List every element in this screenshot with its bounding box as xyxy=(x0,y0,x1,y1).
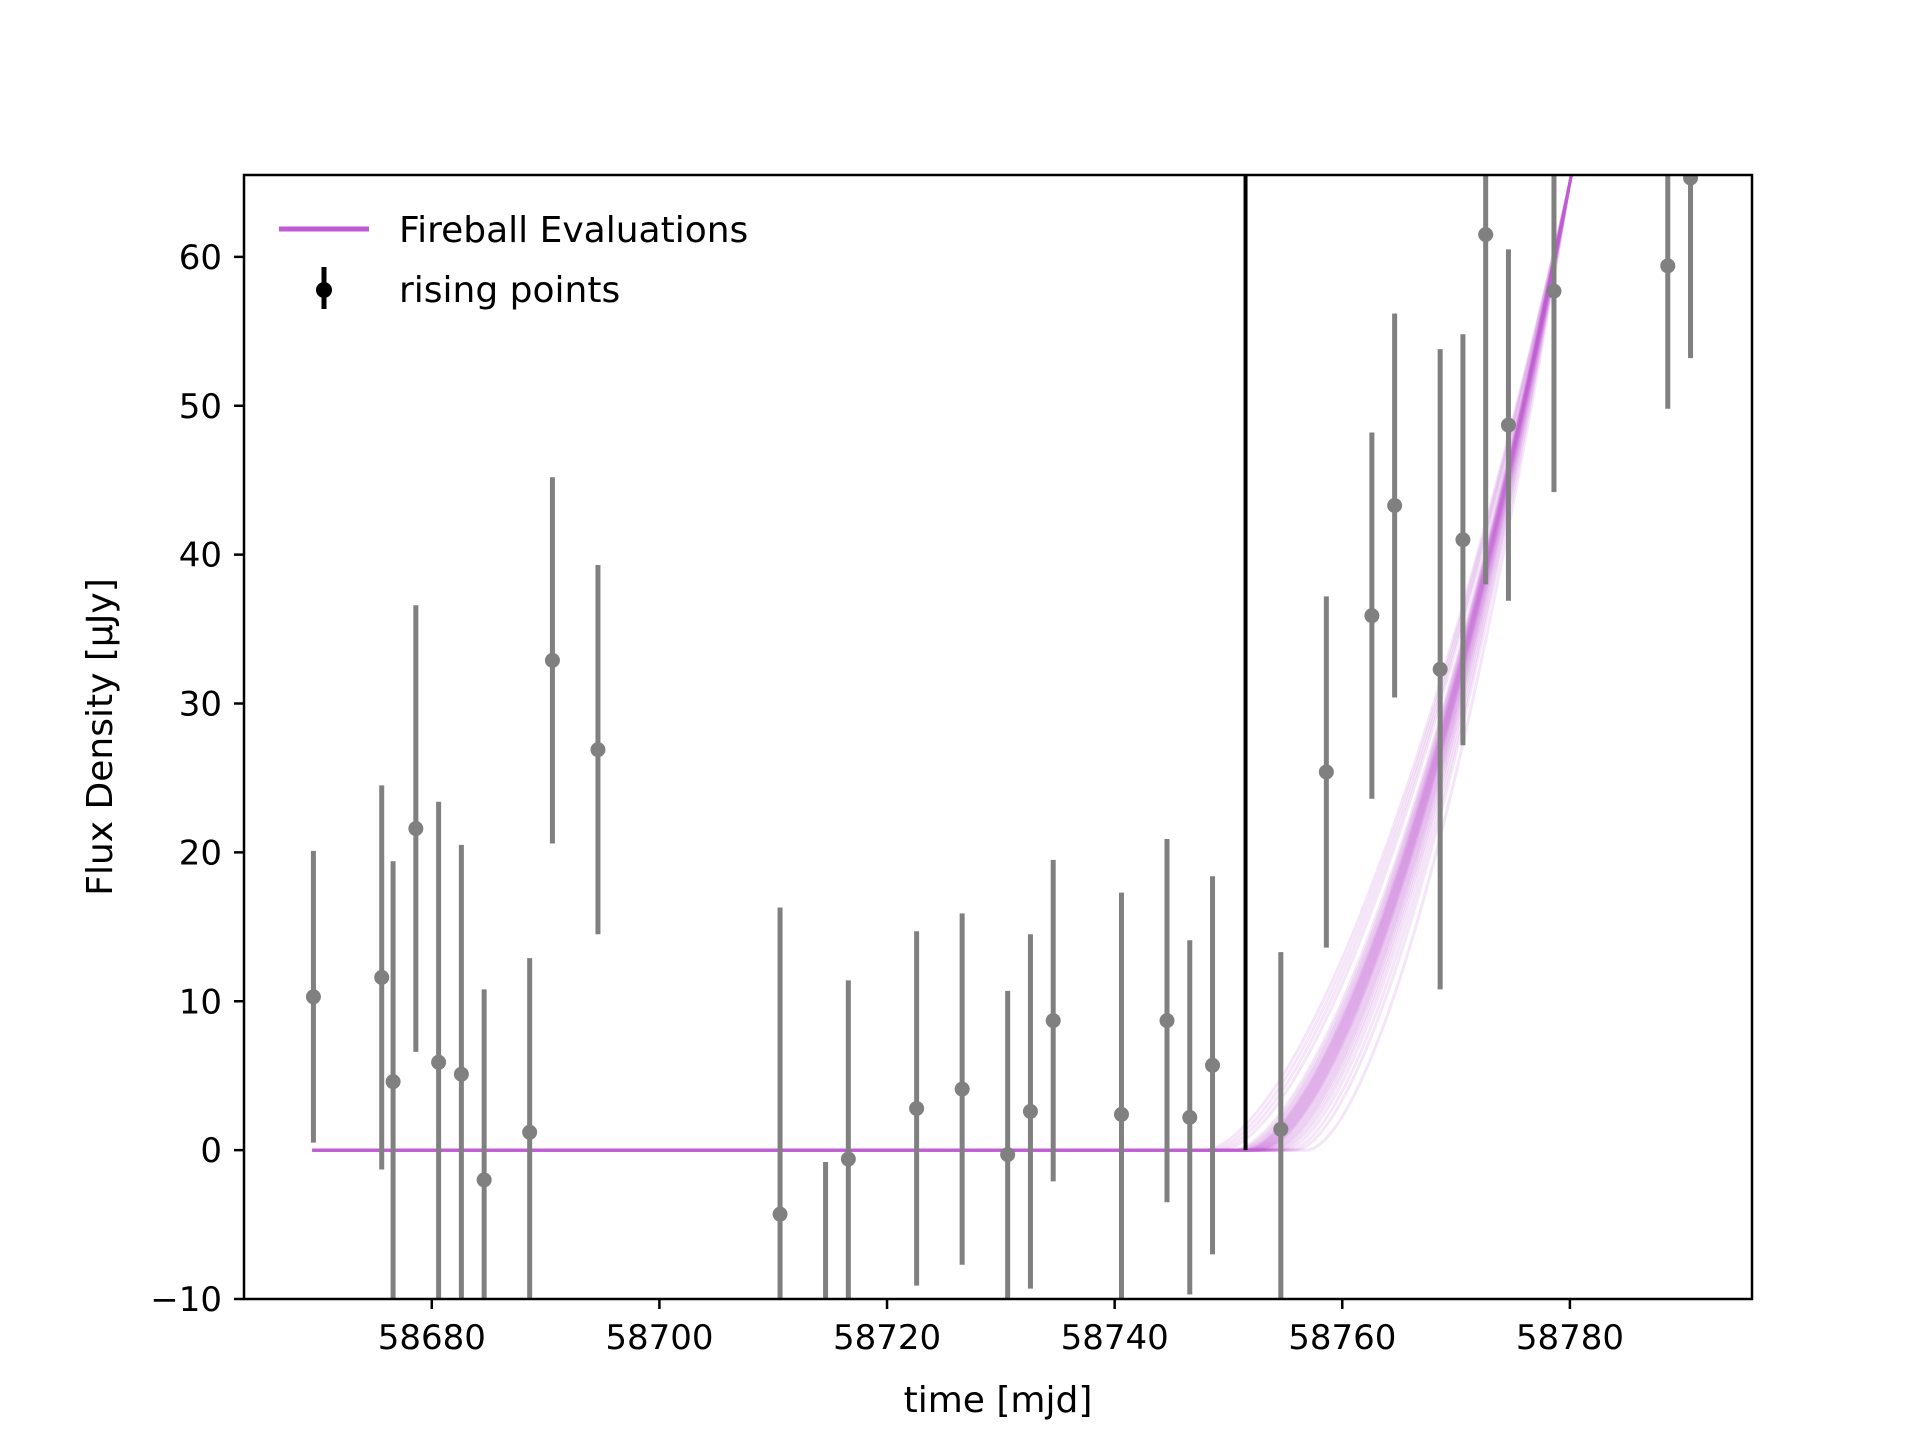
fireball-evaluations-layer xyxy=(312,175,1574,1152)
fireball-curve-32 xyxy=(312,175,1574,1152)
data-point-16 xyxy=(1022,1103,1038,1119)
x-tick-label-5: 58780 xyxy=(1516,1318,1624,1358)
fireball-curve-24 xyxy=(312,175,1573,1152)
data-point-18 xyxy=(1113,1106,1129,1122)
data-point-17 xyxy=(1045,1013,1061,1029)
data-point-3 xyxy=(408,821,424,837)
data-point-14 xyxy=(954,1081,970,1097)
fireball-curve-10 xyxy=(312,175,1573,1152)
x-axis-ticks: 58680 58700 58720 58740 58760 58780 xyxy=(378,1299,1624,1358)
fireball-curve-15 xyxy=(312,175,1573,1152)
x-tick-label-2: 58720 xyxy=(833,1318,941,1358)
legend-fireball-label: Fireball Evaluations xyxy=(399,210,748,251)
legend: Fireball Evaluations rising points xyxy=(279,210,748,311)
x-axis-title: time [mjd] xyxy=(904,1380,1093,1421)
fireball-curve-0 xyxy=(312,175,1573,1152)
y-tick-label-5: 40 xyxy=(179,536,222,576)
data-point-31 xyxy=(1660,258,1676,274)
data-point-10 xyxy=(772,1206,788,1222)
fireball-curve-27 xyxy=(312,175,1573,1152)
legend-points-marker xyxy=(316,282,332,298)
fireball-curve-3 xyxy=(312,175,1573,1152)
fireball-curve-9 xyxy=(312,175,1573,1152)
fireball-curve-30 xyxy=(312,175,1574,1152)
data-point-15 xyxy=(1000,1147,1016,1163)
data-point-25 xyxy=(1387,498,1403,514)
fireball-curve-25 xyxy=(312,175,1573,1152)
plot-area-background xyxy=(244,175,1752,1299)
x-tick-label-4: 58760 xyxy=(1288,1318,1396,1358)
fireball-curve-11 xyxy=(312,175,1573,1152)
data-point-20 xyxy=(1182,1109,1198,1125)
fireball-curve-8 xyxy=(312,175,1573,1152)
data-point-2 xyxy=(385,1074,401,1090)
data-point-29 xyxy=(1500,417,1516,433)
data-point-13 xyxy=(909,1100,925,1116)
fireball-curve-19 xyxy=(312,175,1573,1152)
plot-frame xyxy=(242,173,1754,1301)
data-point-9 xyxy=(590,742,606,758)
fireball-curve-13 xyxy=(312,175,1573,1152)
data-point-1 xyxy=(374,969,390,985)
data-point-12 xyxy=(840,1151,856,1167)
fireball-curve-35 xyxy=(312,175,1573,1152)
fireball-curve-18 xyxy=(312,175,1573,1152)
data-point-26 xyxy=(1432,661,1448,677)
y-tick-label-2: 10 xyxy=(179,982,222,1022)
legend-points-label: rising points xyxy=(399,270,620,311)
data-point-6 xyxy=(476,1172,492,1188)
fireball-curve-26 xyxy=(312,175,1573,1152)
data-point-4 xyxy=(431,1054,447,1070)
fireball-curve-7 xyxy=(312,175,1573,1152)
data-point-32 xyxy=(1683,175,1699,186)
fireball-curve-14 xyxy=(312,175,1573,1152)
y-tick-label-3: 20 xyxy=(179,833,222,873)
fireball-curve-33 xyxy=(312,175,1573,1152)
data-point-30 xyxy=(1546,283,1562,299)
y-tick-label-0: −10 xyxy=(150,1280,222,1320)
data-point-0 xyxy=(305,989,321,1005)
fireball-curve-28 xyxy=(312,175,1573,1152)
fireball-curve-1 xyxy=(312,175,1573,1152)
data-point-7 xyxy=(522,1124,538,1140)
fireball-curve-4 xyxy=(312,175,1573,1152)
y-tick-label-7: 60 xyxy=(179,238,222,278)
data-point-19 xyxy=(1159,1013,1175,1029)
fireball-curve-31 xyxy=(312,175,1574,1152)
data-point-22 xyxy=(1273,1121,1289,1137)
fireball-curve-22 xyxy=(312,175,1573,1152)
fireball-curve-23 xyxy=(312,175,1573,1152)
fireball-curve-5 xyxy=(312,175,1573,1152)
y-tick-label-4: 30 xyxy=(179,685,222,725)
data-point-5 xyxy=(453,1066,469,1082)
fireball-curve-16 xyxy=(312,175,1573,1152)
data-point-8 xyxy=(544,652,560,668)
rising-points-layer xyxy=(305,175,1699,1299)
fireball-curve-20 xyxy=(312,175,1573,1152)
fireball-curve-2 xyxy=(312,175,1573,1152)
data-point-23 xyxy=(1318,764,1334,780)
y-axis-ticks: −10 0 10 20 30 40 50 60 xyxy=(150,238,244,1320)
x-tick-label-0: 58680 xyxy=(378,1318,486,1358)
y-axis-title: Flux Density [μJy] xyxy=(80,578,121,896)
y-tick-label-6: 50 xyxy=(179,387,222,427)
y-tick-label-1: 0 xyxy=(200,1131,222,1171)
data-point-21 xyxy=(1205,1057,1221,1073)
fireball-curve-21 xyxy=(312,175,1573,1152)
data-point-27 xyxy=(1455,532,1471,548)
fireball-curve-17 xyxy=(312,175,1573,1152)
data-point-28 xyxy=(1478,227,1494,243)
fireball-curve-12 xyxy=(312,175,1573,1152)
data-point-24 xyxy=(1364,608,1380,624)
x-tick-label-1: 58700 xyxy=(605,1318,713,1358)
fireball-curve-6 xyxy=(312,175,1573,1152)
x-tick-label-3: 58740 xyxy=(1061,1318,1169,1358)
